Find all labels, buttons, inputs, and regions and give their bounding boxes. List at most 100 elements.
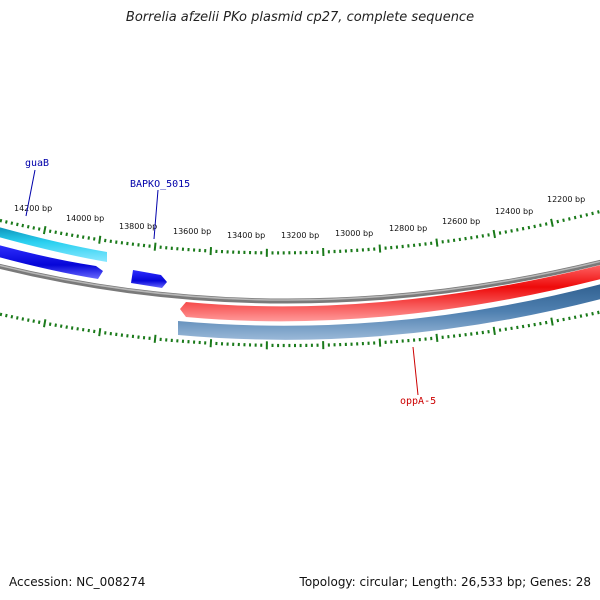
minor-tick	[21, 317, 25, 321]
minor-tick	[21, 223, 25, 228]
minor-tick	[87, 236, 90, 240]
tick-label: 13600 bp	[173, 227, 211, 236]
gene-label-guaB[interactable]: guaB	[25, 158, 49, 169]
minor-tick	[70, 326, 74, 330]
tick-label: 13800 bp	[119, 222, 157, 231]
label-leader-BAPKO_5015	[153, 189, 159, 240]
minor-tick	[16, 316, 19, 320]
minor-tick	[585, 213, 589, 217]
gene-label-oppA-5[interactable]: oppA-5	[400, 396, 436, 407]
minor-tick	[26, 224, 30, 229]
minor-tick	[510, 229, 513, 233]
major-tick	[43, 319, 47, 328]
minor-tick	[573, 315, 577, 320]
feature-BAPKO_5015[interactable]	[131, 270, 167, 288]
major-tick	[435, 333, 439, 343]
minor-tick	[597, 310, 600, 315]
gene-label-BAPKO_5015[interactable]: BAPKO_5015	[130, 179, 190, 190]
minor-tick	[93, 329, 96, 334]
major-tick	[42, 226, 47, 235]
minor-tick	[48, 322, 52, 326]
major-tick	[153, 242, 157, 251]
plasmid-backbone-highlight	[0, 260, 600, 301]
minor-tick	[475, 331, 479, 335]
scale-dots-lower	[0, 310, 600, 350]
minor-tick	[516, 325, 519, 330]
minor-tick	[48, 229, 52, 233]
minor-tick	[475, 235, 479, 239]
tick-label: 12800 bp	[389, 224, 427, 233]
minor-tick	[544, 222, 548, 226]
major-tick	[435, 238, 439, 247]
minor-tick	[527, 323, 531, 328]
minor-tick	[10, 221, 14, 225]
minor-tick	[5, 313, 8, 318]
tick-label: 13400 bp	[227, 231, 265, 240]
tick-label: 12600 bp	[442, 217, 480, 226]
major-tick	[98, 235, 102, 244]
minor-tick	[37, 320, 41, 324]
minor-tick	[104, 238, 107, 243]
minor-tick	[37, 227, 41, 231]
major-tick	[98, 328, 102, 337]
plasmid-backbone	[0, 259, 600, 304]
major-tick	[550, 317, 554, 326]
major-tick	[378, 338, 382, 347]
accession-text: Accession: NC_008274	[9, 575, 146, 589]
major-tick	[492, 326, 496, 336]
tick-label: 13000 bp	[335, 229, 373, 238]
topology-summary: Topology: circular; Length: 26,533 bp; G…	[299, 575, 591, 589]
minor-tick	[527, 225, 531, 230]
minor-tick	[573, 215, 577, 220]
feature-steel-blue[interactable]	[178, 283, 600, 340]
minor-tick	[76, 327, 79, 331]
minor-tick	[539, 223, 542, 227]
minor-tick	[0, 312, 3, 317]
minor-tick	[591, 211, 594, 216]
major-tick	[492, 229, 496, 239]
label-leader-oppA-5	[412, 346, 419, 396]
minor-tick	[59, 324, 63, 328]
tick-label: 12400 bp	[495, 207, 533, 216]
minor-tick	[65, 325, 68, 329]
scale-tick-labels: 14200 bp 14000 bp 13800 bp 13600 bp 13400 bp…	[14, 195, 585, 240]
minor-tick	[579, 214, 583, 219]
minor-tick	[87, 328, 90, 333]
feature-blue-arrow[interactable]	[0, 244, 103, 279]
tick-label: 14200 bp	[14, 204, 52, 213]
minor-tick	[533, 224, 536, 229]
minor-tick	[487, 329, 490, 334]
major-tick	[378, 244, 382, 253]
minor-tick	[59, 231, 63, 236]
minor-tick	[544, 320, 548, 325]
minor-tick	[32, 319, 35, 323]
minor-tick	[516, 228, 519, 232]
tick-label: 13200 bp	[281, 231, 319, 240]
major-tick	[209, 339, 213, 348]
minor-tick	[504, 230, 508, 234]
minor-tick	[510, 326, 513, 331]
minor-tick	[591, 311, 594, 316]
minor-tick	[568, 217, 571, 221]
minor-tick	[470, 236, 473, 240]
minor-tick	[93, 237, 96, 241]
minor-tick	[556, 318, 560, 323]
feature-oppA-5[interactable]	[180, 264, 600, 322]
minor-tick	[70, 233, 74, 237]
tick-label: 12200 bp	[547, 195, 585, 204]
minor-tick	[81, 235, 85, 239]
minor-tick	[521, 324, 525, 329]
minor-tick	[54, 323, 57, 327]
minor-tick	[562, 317, 565, 322]
minor-tick	[521, 226, 525, 231]
label-leader-guaB	[25, 169, 36, 217]
minor-tick	[65, 232, 68, 237]
minor-tick	[76, 234, 79, 238]
minor-tick	[498, 328, 502, 332]
feature-guaB[interactable]	[0, 226, 107, 262]
tick-label: 14000 bp	[66, 214, 104, 223]
minor-tick	[16, 222, 19, 227]
minor-tick	[562, 218, 565, 223]
